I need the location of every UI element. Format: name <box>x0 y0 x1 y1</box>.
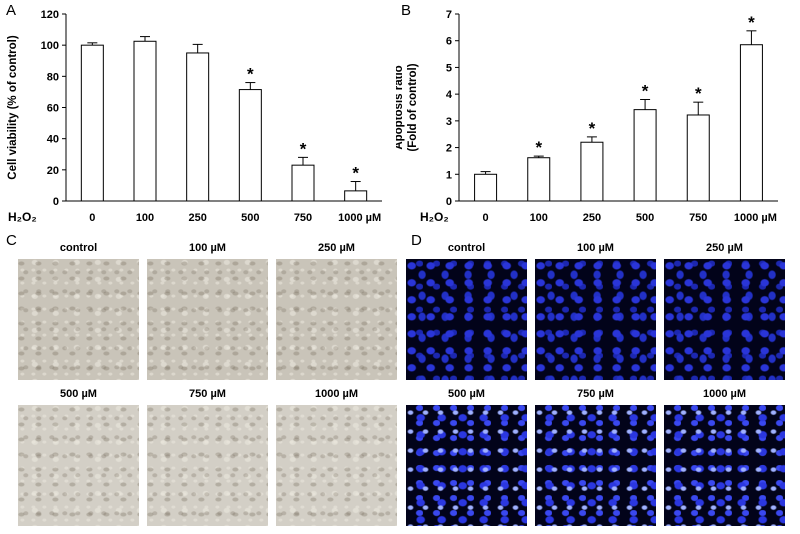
x-axis-prefix: H₂O₂ <box>420 210 449 224</box>
significance-asterisk: * <box>642 81 649 100</box>
micrograph-brightfield <box>147 259 268 380</box>
micrograph-brightfield <box>147 405 268 526</box>
y-tick-label: 40 <box>47 134 59 146</box>
y-tick-label: 60 <box>47 103 59 115</box>
x-tick-label: 750 <box>689 212 707 224</box>
bar <box>344 190 368 202</box>
y-tick-label: 1 <box>446 169 452 181</box>
micro-label: 100 µM <box>577 242 614 254</box>
micrograph-fluorescence <box>664 405 785 526</box>
micro-label: 500 µM <box>60 388 97 400</box>
y-axis-title: Apoptosis ratio <box>396 65 405 149</box>
bar <box>291 164 315 202</box>
micrograph-fluorescence <box>535 259 656 380</box>
cell-viability-chart: 0 20 40 60 80 100 120 Cell viability (% of cont… <box>7 9 382 224</box>
x-tick-label: 1000 µM <box>734 212 777 224</box>
micro-label: 1000 µM <box>314 388 359 400</box>
micrograph-brightfield <box>18 259 139 380</box>
significance-asterisk: * <box>300 139 307 158</box>
y-axis-title: Cell viability (% of control) <box>7 35 19 180</box>
bar <box>739 44 763 202</box>
y-tick-label: 2 <box>446 143 452 155</box>
micrograph-brightfield <box>276 259 397 380</box>
significance-asterisk: * <box>247 65 254 84</box>
x-tick-label: 750 <box>294 212 312 224</box>
micrograph-fluorescence <box>406 259 527 380</box>
y-tick-label: 7 <box>446 9 452 21</box>
y-tick-label: 20 <box>47 165 59 177</box>
micro-label: 100 µM <box>189 242 226 254</box>
x-tick-label: 0 <box>89 212 95 224</box>
panel-letter-a: A <box>6 2 17 19</box>
x-tick-label: 1000 µM <box>338 212 381 224</box>
y-tick-label: 0 <box>446 196 452 208</box>
y-tick-label: 120 <box>41 9 59 21</box>
y-axis-title-line2: (Fold of control) <box>407 63 419 151</box>
x-tick-label: 500 <box>636 212 654 224</box>
y-tick-label: 4 <box>446 89 453 101</box>
significance-asterisk: * <box>589 119 596 138</box>
apoptosis-ratio-chart: 0 1 2 3 4 5 6 7 Apoptosis ratio (Fold of control)… <box>396 9 778 224</box>
significance-asterisk: * <box>695 84 702 103</box>
panel-letter-c: C <box>6 232 17 249</box>
bar <box>686 114 710 202</box>
bar <box>133 40 157 202</box>
micrograph-fluorescence <box>406 405 527 526</box>
significance-asterisk: * <box>748 13 755 32</box>
bar <box>527 157 551 202</box>
micro-label: 750 µM <box>189 388 226 400</box>
micro-label: 750 µM <box>577 388 614 400</box>
micro-label: control <box>447 242 486 254</box>
bar <box>186 52 210 202</box>
x-tick-label: 250 <box>583 212 601 224</box>
significance-asterisk: * <box>535 138 542 157</box>
x-tick-label: 100 <box>530 212 548 224</box>
x-tick-label: 0 <box>483 212 489 224</box>
micro-label: 1000 µM <box>702 388 747 400</box>
y-tick-label: 0 <box>53 196 59 208</box>
significance-asterisk: * <box>352 164 359 183</box>
y-tick-label: 3 <box>446 116 452 128</box>
panel-letter-b: B <box>401 2 412 19</box>
x-axis-prefix: H₂O₂ <box>8 210 37 224</box>
bar <box>633 109 657 202</box>
x-tick-label: 100 <box>136 212 154 224</box>
bar <box>238 89 262 202</box>
micro-label: 250 µM <box>318 242 355 254</box>
micro-label: control <box>59 242 98 254</box>
micrograph-fluorescence <box>664 259 785 380</box>
panel-letter-d: D <box>411 232 422 249</box>
bar <box>80 44 104 202</box>
micro-label: 250 µM <box>706 242 743 254</box>
x-tick-label: 250 <box>188 212 206 224</box>
micrograph-brightfield <box>18 405 139 526</box>
micro-label: 500 µM <box>448 388 485 400</box>
x-tick-label: 500 <box>241 212 259 224</box>
micrograph-brightfield <box>276 405 397 526</box>
y-tick-label: 80 <box>47 71 59 83</box>
y-tick-label: 100 <box>41 40 59 52</box>
micrograph-fluorescence <box>535 405 656 526</box>
bar <box>580 141 604 202</box>
y-tick-label: 6 <box>446 36 452 48</box>
bar <box>474 173 498 202</box>
y-tick-label: 5 <box>446 62 452 74</box>
